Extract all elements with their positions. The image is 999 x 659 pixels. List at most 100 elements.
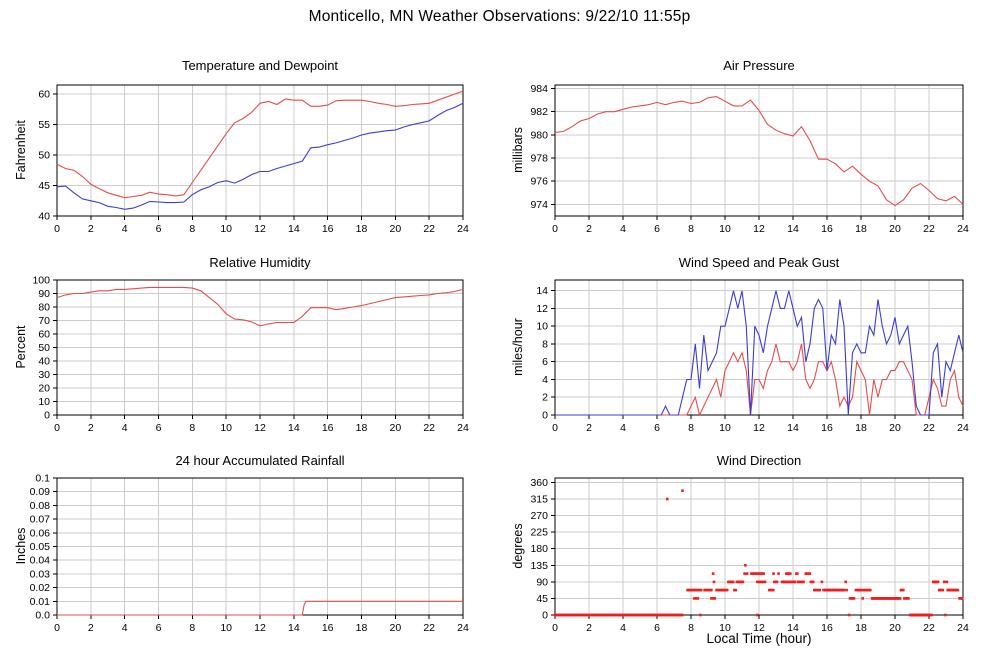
svg-text:50: 50 [38, 150, 50, 162]
wind-direction-direction-points [553, 489, 964, 617]
svg-text:0.05: 0.05 [30, 541, 51, 553]
svg-text:0.08: 0.08 [30, 500, 51, 512]
svg-text:0.09: 0.09 [30, 486, 51, 498]
wind-speed-gust-peak-gust-line [555, 290, 964, 416]
y-axis-label-miles-per-hour: miles/hour [511, 318, 525, 376]
svg-text:360: 360 [530, 477, 548, 489]
svg-text:55: 55 [38, 119, 50, 131]
svg-text:0.06: 0.06 [30, 527, 51, 539]
svg-text:4: 4 [620, 422, 626, 434]
svg-text:6: 6 [156, 422, 162, 434]
svg-text:100: 100 [32, 275, 50, 287]
svg-text:18: 18 [855, 622, 867, 634]
svg-text:22: 22 [923, 622, 935, 634]
y-axis-label-degrees: degrees [511, 523, 525, 569]
svg-text:315: 315 [530, 493, 548, 505]
svg-text:12: 12 [753, 422, 765, 434]
svg-text:180: 180 [530, 543, 548, 555]
svg-text:2: 2 [586, 223, 592, 235]
svg-text:4: 4 [620, 622, 626, 634]
svg-text:90: 90 [38, 288, 50, 300]
svg-text:18: 18 [356, 223, 368, 235]
svg-text:40: 40 [38, 356, 50, 368]
svg-text:10: 10 [536, 321, 548, 333]
svg-text:10: 10 [719, 622, 731, 634]
svg-text:12: 12 [753, 223, 765, 235]
svg-text:16: 16 [821, 422, 833, 434]
svg-text:14: 14 [787, 422, 799, 434]
svg-text:2: 2 [586, 422, 592, 434]
temperature-dewpoint-temperature-line [56, 90, 464, 199]
svg-text:4: 4 [542, 374, 548, 386]
svg-text:6: 6 [654, 422, 660, 434]
svg-text:60: 60 [38, 89, 50, 101]
svg-text:90: 90 [536, 576, 548, 588]
svg-text:22: 22 [423, 223, 435, 235]
svg-text:18: 18 [356, 422, 368, 434]
relative-humidity-humidity-line [56, 286, 464, 327]
svg-text:974: 974 [530, 199, 548, 211]
svg-text:980: 980 [530, 129, 548, 141]
svg-text:984: 984 [530, 83, 548, 95]
svg-text:2: 2 [88, 422, 94, 434]
svg-text:6: 6 [156, 622, 162, 634]
chart-title-air-pressure: Air Pressure [723, 58, 795, 73]
svg-text:0.0: 0.0 [35, 610, 50, 622]
svg-text:2: 2 [542, 392, 548, 404]
svg-text:12: 12 [254, 422, 266, 434]
svg-text:24: 24 [957, 223, 969, 235]
svg-text:0: 0 [552, 622, 558, 634]
svg-text:70: 70 [38, 315, 50, 327]
svg-text:24: 24 [457, 223, 469, 235]
svg-text:8: 8 [189, 223, 195, 235]
y-axis-label-inches: Inches [14, 527, 28, 565]
svg-text:10: 10 [220, 223, 232, 235]
temperature-dewpoint-dewpoint-line [56, 102, 464, 210]
chart-accumulated-rainfall: 0 2 4 6 8 10 12 14 16 18 20 22 240.00.010.020.030.04… [30, 473, 469, 635]
chart-title-wind-direction: Wind Direction [716, 453, 802, 468]
svg-text:22: 22 [423, 622, 435, 634]
chart-title-accumulated-rainfall: 24 hour Accumulated Rainfall [175, 453, 345, 468]
svg-text:0: 0 [542, 410, 548, 422]
svg-text:4: 4 [620, 223, 626, 235]
svg-text:0: 0 [542, 610, 548, 622]
chart-title-temperature-dewpoint: Temperature and Dewpoint [181, 58, 339, 73]
chart-wind-direction: 0 2 4 6 8 10 12 14 16 18 20 22 240459013518022527031… [530, 477, 969, 634]
svg-text:0: 0 [552, 223, 558, 235]
svg-text:10: 10 [38, 396, 50, 408]
svg-text:45: 45 [38, 180, 50, 192]
svg-text:12: 12 [254, 223, 266, 235]
x-axis-label-local-time: Local Time (hour) [706, 631, 812, 646]
svg-text:4: 4 [122, 223, 128, 235]
chart-title-wind-speed-gust: Wind Speed and Peak Gust [678, 255, 840, 270]
svg-text:270: 270 [530, 510, 548, 522]
svg-text:24: 24 [457, 622, 469, 634]
svg-text:8: 8 [688, 422, 694, 434]
svg-text:0.07: 0.07 [30, 514, 51, 526]
svg-text:10: 10 [220, 422, 232, 434]
svg-text:8: 8 [189, 422, 195, 434]
svg-text:2: 2 [586, 622, 592, 634]
svg-text:0: 0 [54, 422, 60, 434]
svg-text:14: 14 [288, 223, 300, 235]
svg-text:20: 20 [389, 422, 401, 434]
svg-text:10: 10 [220, 622, 232, 634]
svg-text:20: 20 [389, 622, 401, 634]
svg-text:50: 50 [38, 342, 50, 354]
svg-text:16: 16 [821, 622, 833, 634]
svg-text:0: 0 [552, 422, 558, 434]
svg-text:16: 16 [821, 223, 833, 235]
svg-text:20: 20 [889, 622, 901, 634]
accumulated-rainfall-rainfall-line [57, 600, 463, 616]
svg-text:2: 2 [88, 223, 94, 235]
svg-text:30: 30 [38, 369, 50, 381]
svg-text:0: 0 [54, 622, 60, 634]
svg-text:0.04: 0.04 [30, 555, 51, 567]
svg-text:0: 0 [44, 410, 50, 422]
svg-text:14: 14 [288, 622, 300, 634]
svg-text:18: 18 [356, 622, 368, 634]
svg-text:14: 14 [288, 422, 300, 434]
